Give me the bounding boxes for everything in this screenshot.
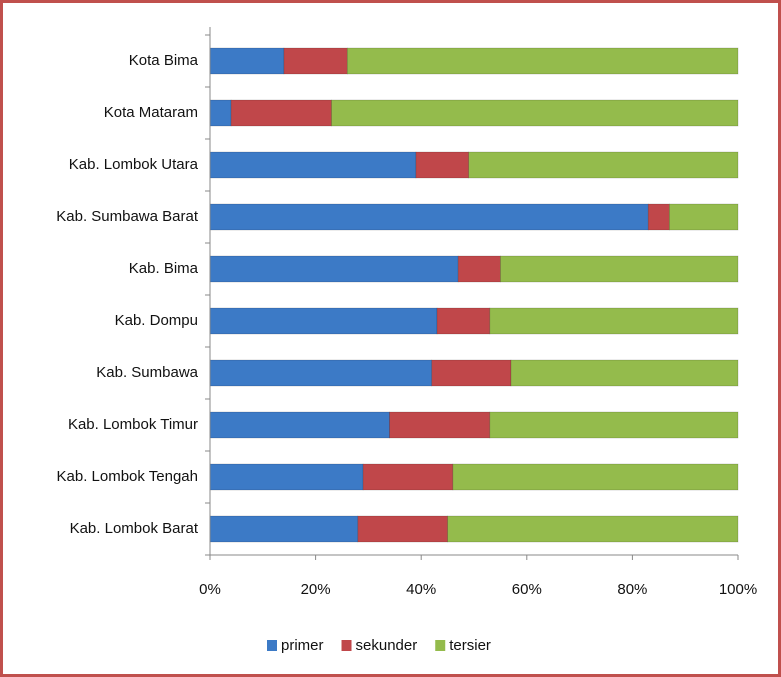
y-tick-label: Kota Mataram — [104, 104, 198, 121]
legend-swatch — [341, 640, 352, 651]
bar-segment — [209, 99, 232, 127]
bar-segment — [209, 203, 649, 231]
y-tick-label: Kab. Lombok Utara — [69, 156, 199, 173]
y-tick-label: Kab. Lombok Timur — [68, 416, 198, 433]
bar-segment — [346, 47, 739, 75]
y-tick-label: Kab. Bima — [129, 260, 199, 277]
bar-segment — [669, 203, 739, 231]
bar-segment — [510, 359, 739, 387]
y-tick-label: Kab. Dompu — [115, 312, 198, 329]
bar-segment — [468, 151, 739, 179]
bar-segment — [209, 47, 285, 75]
bar-segment — [209, 307, 438, 335]
bar-segment — [489, 411, 739, 439]
bar-segment — [500, 255, 739, 283]
x-tick-label: 40% — [406, 581, 436, 598]
y-tick-label: Kab. Lombok Barat — [70, 520, 199, 537]
bar-segment — [283, 47, 348, 75]
bar-segment — [436, 307, 491, 335]
legend-label: tersier — [449, 637, 491, 654]
bar-segment — [357, 515, 448, 543]
bar-segment — [489, 307, 739, 335]
bar-segment — [209, 255, 459, 283]
bar-segment — [415, 151, 470, 179]
x-tick-label: 0% — [199, 581, 221, 598]
bar-segment — [647, 203, 670, 231]
y-tick-label: Kab. Sumbawa Barat — [56, 208, 199, 225]
y-tick-label: Kota Bima — [129, 52, 199, 69]
bar-segment — [230, 99, 332, 127]
x-tick-label: 20% — [301, 581, 331, 598]
bar-segment — [452, 463, 739, 491]
legend-label: sekunder — [356, 637, 418, 654]
bar-segment — [209, 515, 359, 543]
bar-segment — [209, 463, 364, 491]
bar-segment — [457, 255, 501, 283]
bar-segment — [362, 463, 454, 491]
legend-swatch — [267, 640, 277, 651]
y-tick-label: Kab. Lombok Tengah — [57, 468, 199, 485]
y-tick-label: Kab. Sumbawa — [96, 364, 198, 381]
bar-segment — [389, 411, 491, 439]
bar-segment — [447, 515, 739, 543]
x-tick-label: 80% — [617, 581, 647, 598]
x-tick-label: 100% — [719, 581, 757, 598]
bar-segment — [209, 411, 390, 439]
legend-label: primer — [281, 637, 324, 654]
bar-segment — [209, 359, 433, 387]
bar-segment — [331, 99, 739, 127]
bar-segment — [209, 151, 417, 179]
x-tick-label: 60% — [512, 581, 542, 598]
legend-swatch — [435, 640, 446, 651]
bar-segment — [431, 359, 512, 387]
